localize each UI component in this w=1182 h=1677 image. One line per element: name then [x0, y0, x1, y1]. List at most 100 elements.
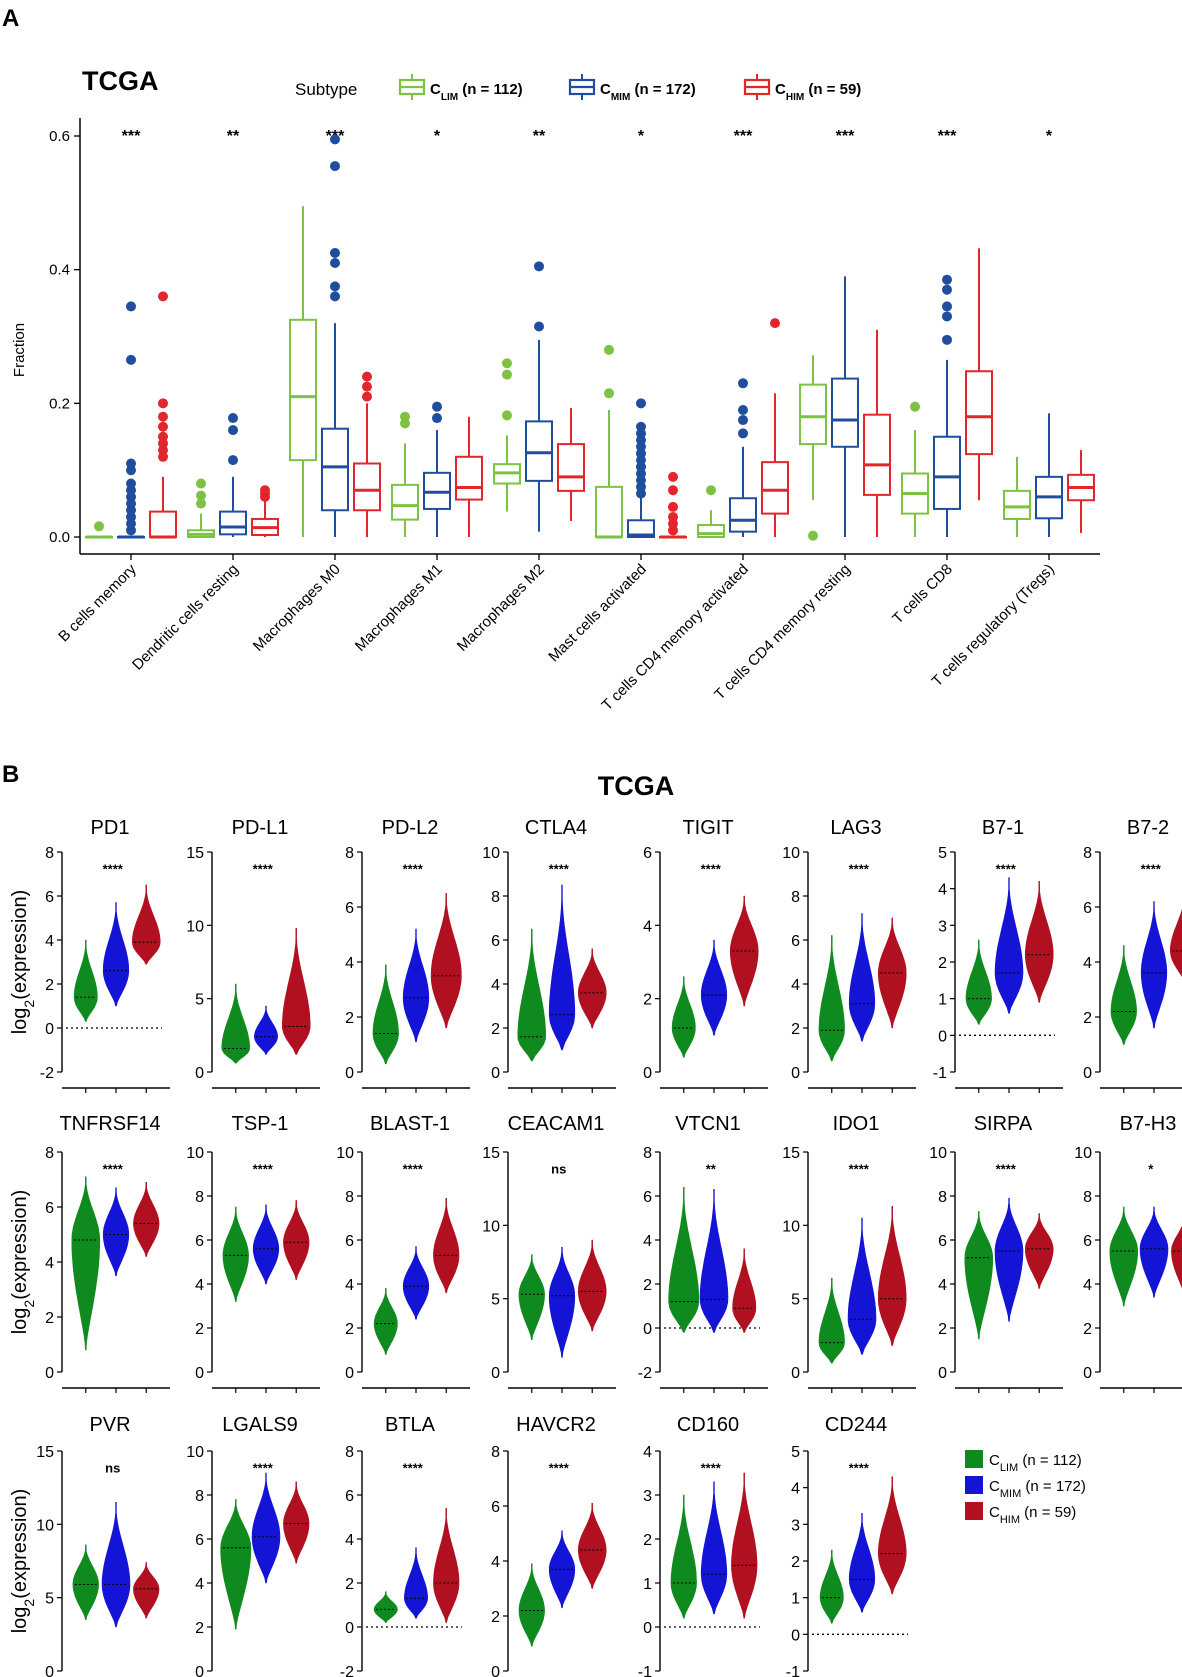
- violin-y-tick-label: 0: [45, 1365, 54, 1382]
- violin-y-tick-label: 0: [195, 1065, 204, 1082]
- box-outlier: [362, 371, 372, 382]
- violin-y-axis-label-rest: (expression): [9, 1489, 31, 1599]
- violin-y-tick-label: 4: [643, 1233, 652, 1250]
- legend-a-label-sub: MIM: [611, 92, 630, 103]
- violin-y-tick-label: 4: [491, 1554, 500, 1571]
- violin-shape: [819, 1549, 844, 1624]
- box-outlier: [260, 485, 270, 496]
- x-tick-label: Macrophages M0: [250, 561, 344, 655]
- violin-panel-title: LAG3: [830, 817, 881, 839]
- violin-y-tick-label: 6: [195, 1532, 204, 1549]
- box-outlier: [126, 301, 136, 312]
- violin-shape: [732, 1248, 757, 1333]
- violin-y-tick-label: 4: [643, 918, 652, 935]
- violin-y-tick-label: 3: [938, 918, 947, 935]
- violin-y-tick-label: 5: [791, 1444, 800, 1461]
- violin-shape: [1109, 1206, 1139, 1307]
- box-t-cells-regulatory-tregs--2: [1067, 450, 1095, 533]
- significance-label: ***: [734, 128, 753, 145]
- violin-y-tick-label: 10: [482, 845, 500, 862]
- violin-significance: ****: [103, 1162, 124, 1177]
- x-tick-label: Macrophages M1: [352, 561, 446, 655]
- violin-shape: [578, 948, 607, 1029]
- violin-y-tick-label: 5: [195, 992, 204, 1009]
- violin-shape: [994, 1197, 1024, 1322]
- violin-significance: ****: [701, 1461, 722, 1476]
- violin-y-tick-label: 6: [195, 1233, 204, 1250]
- box-body: [289, 318, 317, 462]
- violin-y-tick-label: 15: [782, 1145, 800, 1162]
- box-outlier: [228, 455, 238, 466]
- legend-a-label-base: C: [775, 81, 786, 98]
- violin-y-tick-label: 6: [491, 1499, 500, 1516]
- violin-panel-title: BTLA: [385, 1414, 436, 1436]
- x-tick-label: Dendritic cells resting: [129, 561, 242, 674]
- violin-y-tick-label: -2: [638, 1365, 652, 1382]
- violin-y-tick-label: 5: [45, 1591, 54, 1608]
- violin-panel-title: TIGIT: [682, 817, 733, 839]
- box-macrophages-m0-0: [289, 206, 317, 537]
- violin-shape: [102, 902, 130, 1007]
- box-outlier: [158, 421, 168, 432]
- box-outlier: [942, 311, 952, 322]
- box-outlier: [738, 405, 748, 416]
- legend-a-label-suffix: (n = 59): [804, 81, 861, 98]
- box-mast-cells-activated-1: [627, 398, 655, 539]
- violin-y-tick-label: 0: [643, 1065, 652, 1082]
- box-outlier: [534, 261, 544, 272]
- box-outlier: [362, 381, 372, 392]
- violin-panel-btla: BTLA -2 0 2 4 6 8 ****: [340, 1414, 462, 1677]
- violin-y-axis-label-sub: 2: [21, 1300, 37, 1308]
- violin-y-tick-label: 0: [195, 1664, 204, 1677]
- violin-significance: ****: [549, 1461, 570, 1476]
- violin-panel-title: BLAST-1: [370, 1113, 450, 1135]
- legend-a-label: CLIM (n = 112): [430, 81, 523, 103]
- violin-significance: ****: [253, 862, 274, 877]
- violin-panel-b7-h3: B7-H3 0 2 4 6 8 10 *: [1074, 1113, 1182, 1393]
- violin-y-tick-label: 0: [938, 1028, 947, 1045]
- box-body: [627, 519, 655, 539]
- violin-shape: [1110, 945, 1137, 1045]
- violin-shape: [282, 927, 311, 1055]
- box-t-cells-regulatory-tregs--1: [1035, 413, 1063, 537]
- box-outlier: [668, 511, 678, 522]
- violin-y-tick-label: 2: [1083, 1321, 1092, 1338]
- violin-panel-pd-l1: PD-L1 0 5 10 15 ****: [186, 817, 320, 1093]
- violin-panel-title: PD-L1: [232, 817, 289, 839]
- violin-y-tick-label: 2: [345, 1576, 354, 1593]
- violin-y-tick-label: 4: [45, 1255, 54, 1272]
- legend-a: CLIM (n = 112) CMIM (n = 172) CHIM (n = 59…: [398, 74, 861, 103]
- legend-a-label-sub: HIM: [786, 92, 804, 103]
- violin-y-tick-label: -2: [40, 1065, 54, 1082]
- box-outlier: [330, 257, 340, 268]
- x-tick-label: B cells memory: [55, 560, 140, 645]
- box-body: [863, 413, 891, 496]
- violin-shape: [72, 1544, 99, 1620]
- box-outlier: [738, 428, 748, 439]
- legend-a-item: CHIM (n = 59): [743, 74, 861, 103]
- violin-y-tick-label: 2: [643, 1532, 652, 1549]
- legend-b-label-base: C: [989, 1452, 1000, 1469]
- violin-y-tick-label: 4: [938, 882, 947, 899]
- box-outlier: [942, 284, 952, 295]
- violin-y-tick-label: 8: [643, 1145, 652, 1162]
- violin-shape: [73, 939, 98, 1022]
- violin-panel-lag3: LAG3 0 2 4 6 8 10 ****: [782, 817, 916, 1093]
- legend-b-label-base: C: [989, 1478, 1000, 1495]
- box-outlier: [330, 291, 340, 302]
- box-outlier: [196, 478, 206, 489]
- y-tick-label: 0.0: [49, 529, 70, 546]
- violin-shape: [548, 884, 576, 1051]
- violin-panel-ceacam1: CEACAM1 0 5 10 15 ns: [482, 1113, 616, 1393]
- violin-y-tick-label: 0: [195, 1365, 204, 1382]
- violin-y-axis-label-base: log: [9, 1008, 31, 1035]
- box-b-cells-memory-1: [117, 301, 145, 539]
- violin-y-tick-label: 1: [938, 992, 947, 1009]
- box-outlier: [158, 291, 168, 302]
- violin-y-tick-label: 10: [1074, 1145, 1092, 1162]
- violin-shape: [220, 1499, 252, 1630]
- box-body: [149, 510, 177, 538]
- box-chart: 0.00.20.40.6 ***B cells memory**Dendritic…: [49, 118, 1100, 714]
- violin-significance: ****: [403, 1461, 424, 1476]
- violin-shape: [283, 1200, 310, 1280]
